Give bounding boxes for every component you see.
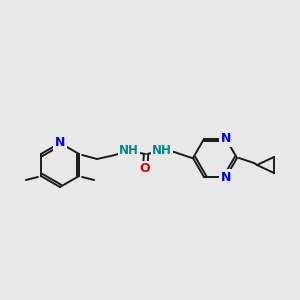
Text: N: N [221, 171, 231, 184]
Text: N: N [221, 132, 231, 146]
Text: NH: NH [119, 145, 139, 158]
Text: O: O [140, 163, 150, 176]
Text: N: N [55, 136, 65, 149]
Text: NH: NH [152, 143, 172, 157]
